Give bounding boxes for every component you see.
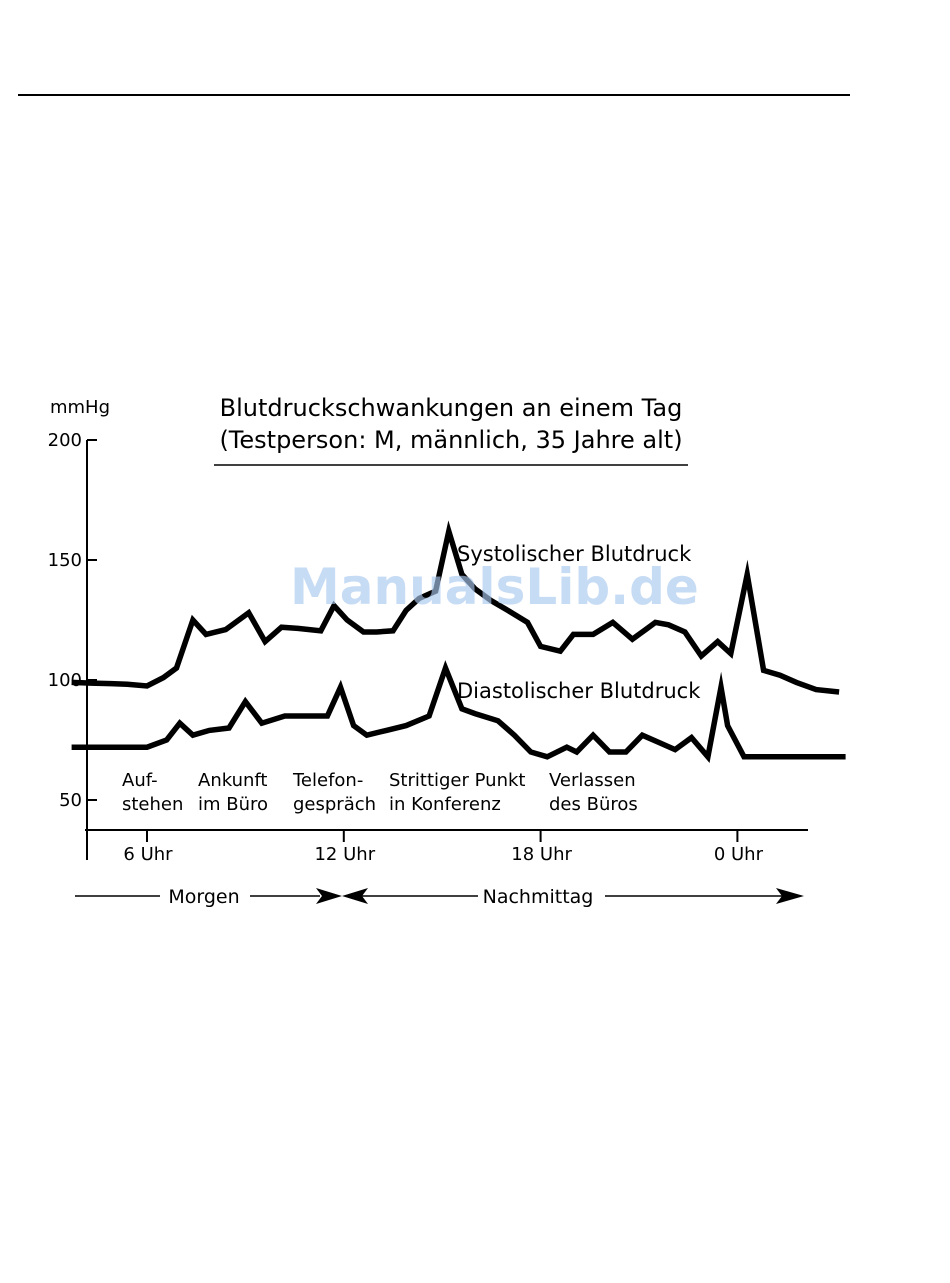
series-group xyxy=(71,520,846,763)
event-annotation-line: Verlassen xyxy=(549,770,636,791)
chart-title: Blutdruckschwankungen an einem Tag xyxy=(220,394,683,422)
event-annotation-line: Strittiger Punkt xyxy=(389,770,525,791)
event-annotation-line: gespräch xyxy=(293,794,376,815)
arrowhead-right xyxy=(776,888,804,904)
event-annotation-line: stehen xyxy=(122,794,183,815)
event-annotation-line: Ankunft xyxy=(198,770,268,791)
event-annotation-line: Telefon- xyxy=(292,770,363,791)
series-labels: Systolischer Blutdruck Diastolischer Blu… xyxy=(457,542,701,703)
event-annotation: Auf-stehen xyxy=(122,770,183,815)
event-annotation-line: in Konferenz xyxy=(389,794,501,815)
event-annotation-line: des Büros xyxy=(549,794,638,815)
event-annotation: Strittiger Punkt in Konferenz xyxy=(389,770,525,815)
arrowhead-right xyxy=(316,888,342,904)
period-label-nachmittag: Nachmittag xyxy=(483,886,594,908)
title-group: Blutdruckschwankungen an einem Tag (Test… xyxy=(214,394,688,466)
event-annotation: Verlassen des Büros xyxy=(549,770,638,815)
watermark-logo: ManualsLib.de xyxy=(290,558,699,616)
annotations-group: Auf-stehen Ankunft im Büro Telefon-gespräch… xyxy=(122,770,638,815)
y-axis-label: mmHg xyxy=(50,397,110,418)
arrowhead-left xyxy=(342,888,368,904)
period-label-morgen: Morgen xyxy=(168,886,239,908)
x-tick-label: 0 Uhr xyxy=(714,844,764,865)
systolic-line xyxy=(71,520,840,695)
event-annotation: Telefon-gespräch xyxy=(292,770,376,815)
y-tick-label: 50 xyxy=(59,790,82,811)
chart-subtitle: (Testperson: M, männlich, 35 Jahre alt) xyxy=(219,426,682,454)
event-annotation-line: Auf- xyxy=(122,770,158,791)
top-rule xyxy=(18,94,850,96)
y-tick-label: 200 xyxy=(48,430,82,451)
x-tick-label: 18 Uhr xyxy=(511,844,572,865)
series-label-systolic: Systolischer Blutdruck xyxy=(457,542,692,566)
x-tick-label: 12 Uhr xyxy=(314,844,375,865)
event-annotation: Ankunft im Büro xyxy=(198,770,268,815)
diastolic-line xyxy=(71,660,846,763)
x-tick-label: 6 Uhr xyxy=(123,844,173,865)
axes-group: 50 100 150 200 6 Uhr 12 Uhr 18 Uhr 0 Uhr xyxy=(48,430,808,865)
y-tick-label: 150 xyxy=(48,550,82,571)
series-label-diastolic: Diastolischer Blutdruck xyxy=(457,679,701,703)
y-tick-label: 100 xyxy=(48,670,82,691)
periods-group: Morgen Nachmittag xyxy=(75,886,804,908)
event-annotation-line: im Büro xyxy=(198,794,268,815)
